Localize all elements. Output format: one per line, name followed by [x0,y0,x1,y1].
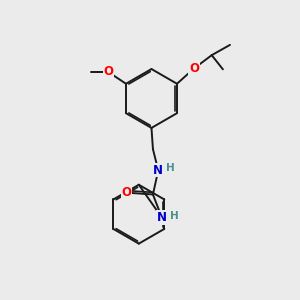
Text: N: N [157,211,167,224]
Text: N: N [153,164,163,177]
Text: O: O [189,62,199,75]
Text: H: H [170,211,178,221]
Text: O: O [122,186,131,199]
Text: H: H [166,163,175,173]
Text: O: O [103,65,113,79]
